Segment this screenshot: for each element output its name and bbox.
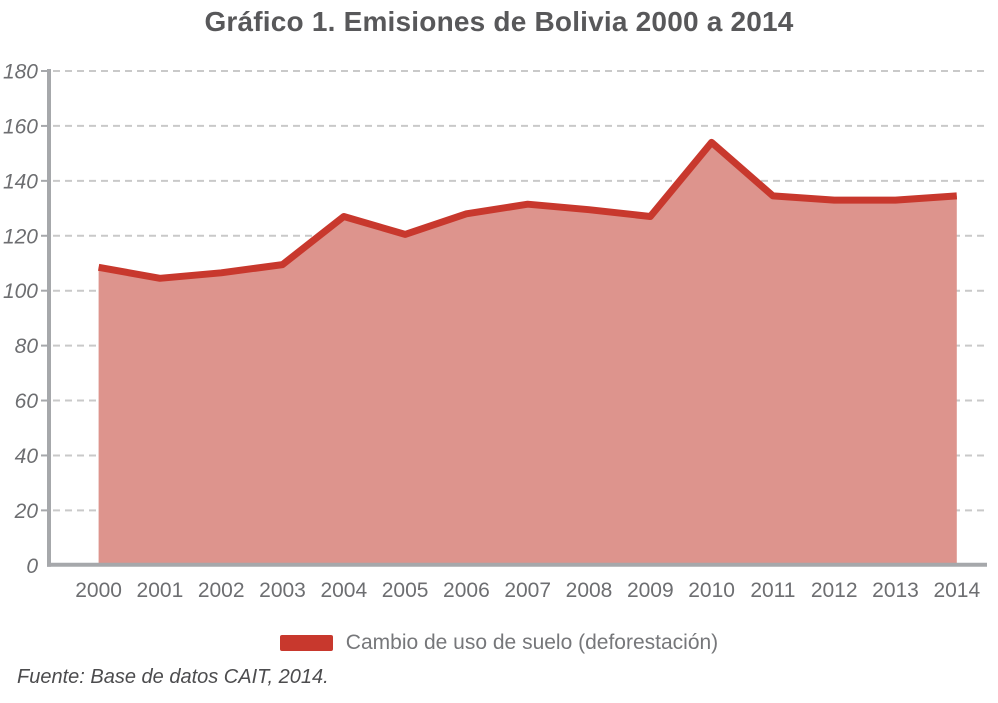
emissions-area-chart: 0 20 40 60 80 100 120 140 160 180 2000 2001 2002 2003… — [3, 61, 987, 602]
x-axis-label: 2012 — [811, 579, 858, 602]
x-axis-label: 2001 — [137, 579, 184, 602]
legend-label: Cambio de uso de suelo (deforestación) — [345, 631, 719, 654]
x-axis-label: 2003 — [259, 579, 306, 602]
legend-swatch — [279, 635, 333, 651]
source-note: Fuente: Base de datos CAIT, 2014. — [17, 666, 329, 688]
y-axis-label: 120 — [3, 225, 38, 248]
legend: Cambio de uso de suelo (deforestación) — [0, 631, 998, 655]
chart-title: Gráfico 1. Emisiones de Bolivia 2000 a 2… — [204, 6, 794, 37]
x-axis-label: 2005 — [382, 579, 429, 602]
x-axis-label: 2010 — [688, 579, 735, 602]
x-axis-label: 2000 — [75, 579, 122, 602]
x-axis-label: 2014 — [933, 579, 980, 602]
y-axis-label: 40 — [15, 445, 39, 468]
x-axis-label: 2007 — [504, 579, 551, 602]
y-axis-label: 160 — [3, 115, 38, 138]
y-axis-label: 0 — [26, 555, 38, 578]
x-axis-label: 2008 — [566, 579, 613, 602]
series-line — [97, 138, 958, 282]
area-fill — [98, 142, 957, 564]
y-axis-label: 180 — [3, 61, 38, 84]
y-axis-label: 80 — [15, 335, 39, 358]
y-axis-label: 60 — [15, 390, 39, 413]
y-axis-label: 140 — [3, 170, 38, 193]
x-axis-label: 2009 — [627, 579, 674, 602]
x-axis-label: 2004 — [320, 579, 367, 602]
x-axis-label: 2006 — [443, 579, 490, 602]
x-axis-label: 2002 — [198, 579, 245, 602]
y-axis-label: 20 — [14, 500, 39, 523]
y-axis-label: 100 — [3, 280, 38, 303]
x-axis-label: 2011 — [750, 579, 795, 602]
x-axis-label: 2013 — [872, 579, 919, 602]
